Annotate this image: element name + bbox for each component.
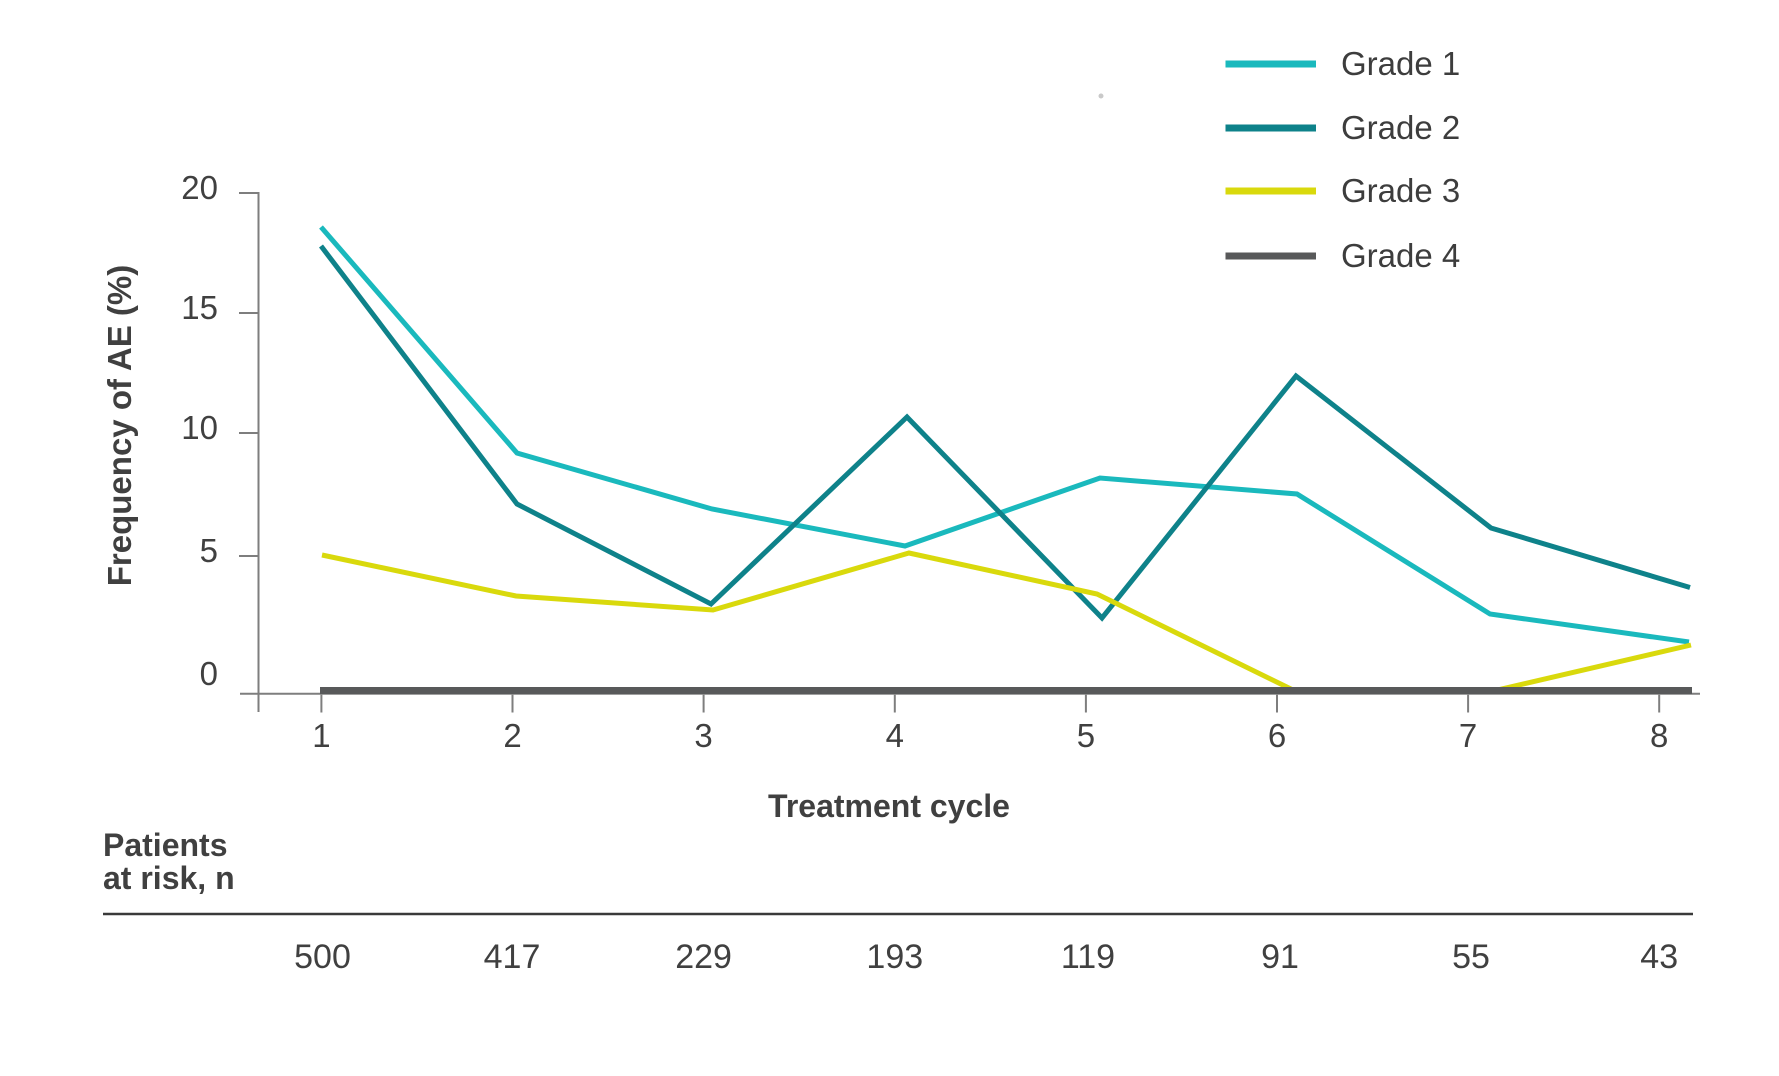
svg-text:Grade 4: Grade 4: [1341, 237, 1460, 274]
svg-text:Grade 2: Grade 2: [1341, 109, 1460, 146]
svg-text:2: 2: [503, 717, 521, 754]
svg-text:7: 7: [1459, 717, 1477, 754]
svg-text:Treatment cycle: Treatment cycle: [768, 788, 1010, 824]
svg-text:4: 4: [886, 717, 904, 754]
svg-text:5: 5: [200, 532, 218, 569]
svg-text:500: 500: [294, 938, 351, 976]
svg-text:417: 417: [484, 938, 541, 976]
svg-text:6: 6: [1268, 717, 1286, 754]
svg-text:193: 193: [866, 938, 923, 976]
svg-text:5: 5: [1077, 717, 1095, 754]
svg-text:20: 20: [181, 169, 218, 206]
svg-text:119: 119: [1061, 938, 1115, 976]
svg-text:Frequency of AE (%): Frequency of AE (%): [101, 265, 138, 586]
svg-text:Grade 1: Grade 1: [1341, 45, 1460, 82]
svg-text:1: 1: [312, 717, 330, 754]
svg-text:10: 10: [181, 409, 218, 446]
svg-text:3: 3: [694, 717, 712, 754]
svg-text:15: 15: [181, 289, 218, 326]
svg-text:Patients: Patients: [103, 827, 227, 863]
svg-text:at risk, n: at risk, n: [103, 860, 235, 896]
svg-text:43: 43: [1640, 938, 1678, 976]
svg-text:229: 229: [675, 938, 732, 976]
svg-text:55: 55: [1452, 938, 1490, 976]
svg-text:91: 91: [1261, 938, 1299, 976]
svg-text:8: 8: [1650, 717, 1668, 754]
svg-text:Grade 3: Grade 3: [1341, 172, 1460, 209]
svg-text:0: 0: [200, 655, 218, 692]
